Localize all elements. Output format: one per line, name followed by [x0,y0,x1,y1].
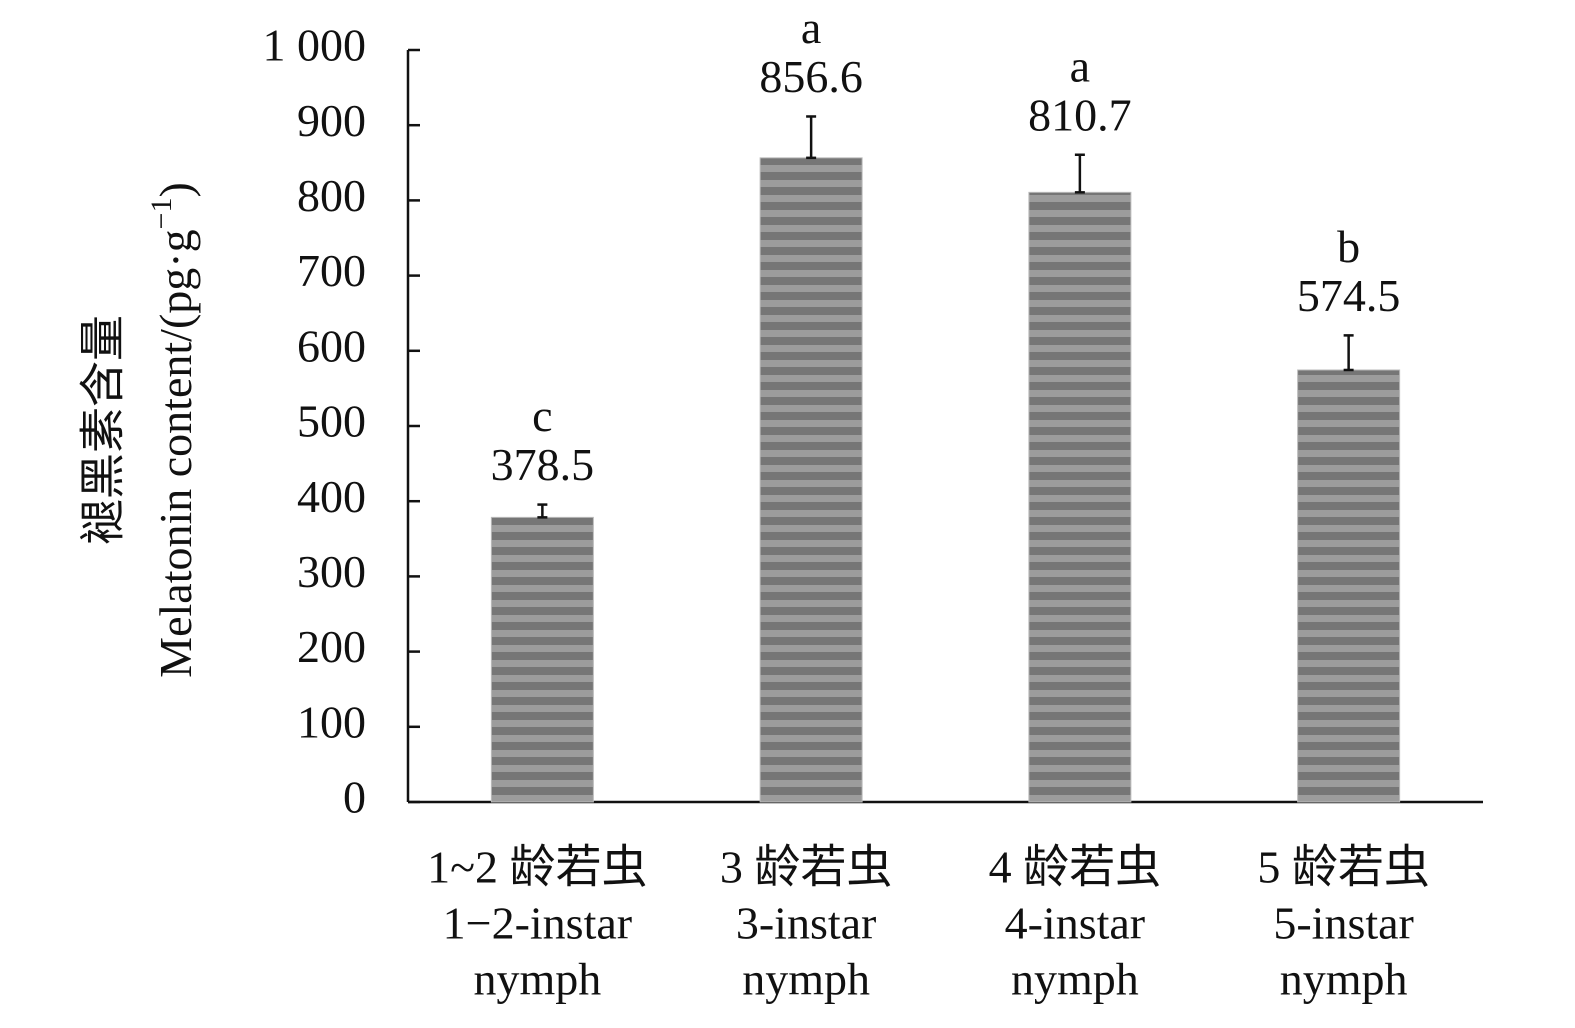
error-bar [537,503,548,519]
x-tick-label: 4-instar [1005,898,1146,949]
x-tick-label: 5-instar [1273,898,1414,949]
y-tick-label: 200 [297,621,366,672]
bar [759,157,863,803]
error-bar [1074,153,1085,194]
value-label: 574.5 [1297,270,1401,321]
y-tick-label: 300 [297,546,366,597]
y-axis-label-zh: 褪黑素含量 [78,315,129,545]
y-tick-label: 1 000 [263,20,367,71]
x-tick-label: nymph [742,954,870,1005]
significance-label: c [532,390,552,441]
error-bar [806,115,817,160]
bar [490,516,594,803]
significance-label: a [801,2,821,53]
x-tick-label: 3-instar [736,898,877,949]
bar [1028,191,1132,803]
significance-label: a [1070,40,1090,91]
bar [1297,369,1401,803]
y-axis-label-sup: −1 [145,198,178,230]
y-tick-label: 400 [297,471,366,522]
significance-label: b [1337,221,1360,272]
x-tick-label: 1−2-instar [443,898,632,949]
x-tick-label: 3 龄若虫 [720,842,893,893]
x-tick-label: 5 龄若虫 [1257,842,1430,893]
y-tick-label: 600 [297,320,366,371]
value-label: 856.6 [759,51,863,102]
y-tick-label: 900 [297,95,366,146]
x-tick-label: 1~2 龄若虫 [427,842,647,893]
value-label: 810.7 [1028,89,1132,140]
y-axis-label-close: ) [150,182,201,197]
error-bar [1343,334,1354,372]
x-tick-label: nymph [1280,954,1408,1005]
x-tick-label: nymph [1011,954,1139,1005]
y-axis-label-text: Melatonin content/(pg·g [150,229,201,677]
y-tick-label: 800 [297,170,366,221]
y-tick-label: 500 [297,396,366,447]
y-tick-label: 0 [343,772,366,823]
value-label: 378.5 [491,439,595,490]
y-axis-label: Melatonin content/(pg·g−1) [145,182,201,678]
x-tick-label: 4 龄若虫 [989,842,1162,893]
y-tick-label: 700 [297,245,366,296]
x-tick-label: nymph [473,954,601,1005]
y-tick-label: 100 [297,696,366,747]
